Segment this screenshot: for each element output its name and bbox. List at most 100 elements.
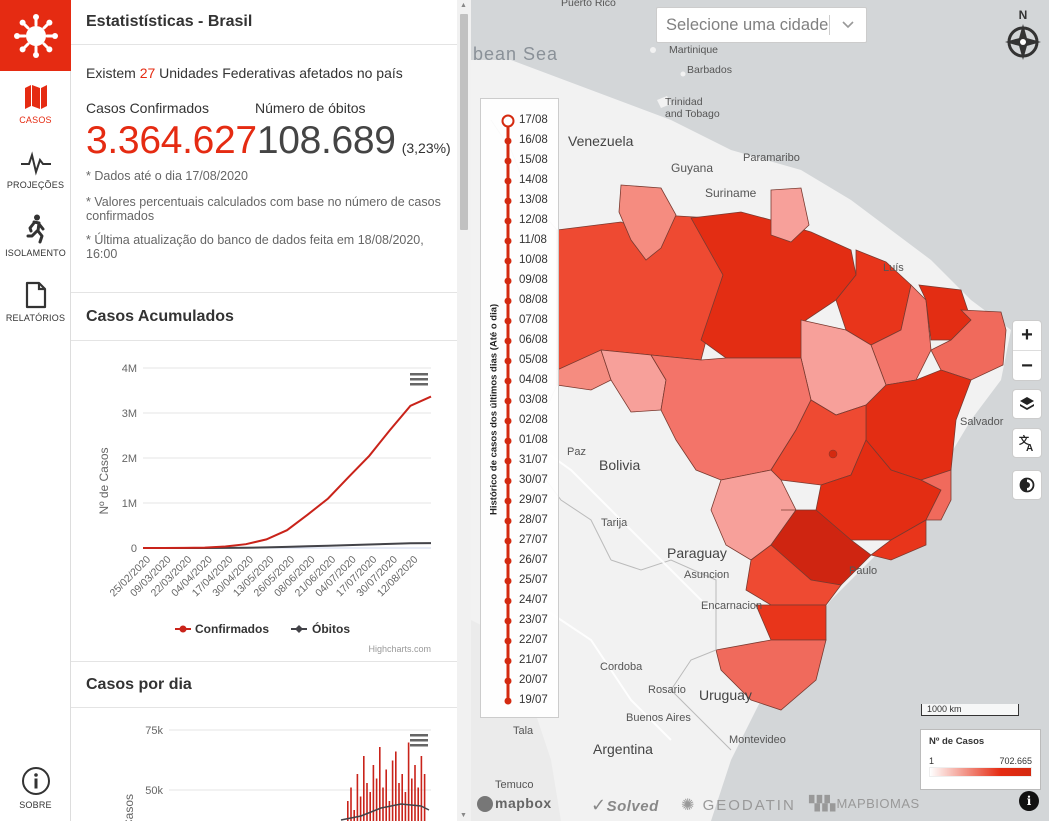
state-rio-grande-do-sul[interactable]: [715, 639, 827, 711]
timeline-date[interactable]: 28/07: [519, 514, 548, 526]
scroll-up-arrow[interactable]: ▲: [460, 2, 467, 9]
timeline-dot[interactable]: [504, 577, 512, 585]
timeline-dot[interactable]: [504, 177, 512, 185]
timeline-dot[interactable]: [504, 557, 512, 565]
timeline-date[interactable]: 31/07: [519, 454, 548, 466]
state-roraima[interactable]: [618, 184, 677, 261]
timeline-date[interactable]: 11/08: [519, 234, 547, 246]
timeline-dot[interactable]: [504, 357, 512, 365]
info-icon[interactable]: i: [1019, 791, 1039, 811]
timeline-date[interactable]: 29/07: [519, 494, 548, 506]
legend-confirmados[interactable]: Confirmados: [175, 622, 269, 636]
timeline-dot[interactable]: [504, 617, 512, 625]
timeline-date[interactable]: 10/08: [519, 254, 548, 266]
state-parana[interactable]: [745, 544, 842, 606]
zoom-in-button[interactable]: +: [1013, 321, 1041, 351]
timeline-date[interactable]: 15/08: [519, 154, 548, 166]
chart-menu-icon[interactable]: [410, 373, 428, 386]
timeline-date[interactable]: 12/08: [519, 214, 548, 226]
timeline-dot[interactable]: [504, 597, 512, 605]
timeline-date[interactable]: 05/08: [519, 354, 548, 366]
timeline-date[interactable]: 09/08: [519, 274, 548, 286]
timeline-date[interactable]: 24/07: [519, 594, 548, 606]
timeline-dot[interactable]: [504, 157, 512, 165]
timeline-date[interactable]: 22/07: [519, 634, 548, 646]
scrollbar-thumb[interactable]: [460, 14, 468, 230]
panel-scrollbar[interactable]: ▲ ▼: [457, 0, 471, 821]
timeline-date[interactable]: 03/08: [519, 394, 548, 406]
timeline-dot[interactable]: [504, 257, 512, 265]
timeline-dot[interactable]: [504, 457, 512, 465]
timeline-date[interactable]: 21/07: [519, 654, 548, 666]
timeline-date[interactable]: 16/08: [519, 134, 548, 146]
timeline-date[interactable]: 27/07: [519, 534, 548, 546]
timeline-date[interactable]: 13/08: [519, 194, 548, 206]
timeline-date[interactable]: 20/07: [519, 674, 548, 686]
timeline-dot[interactable]: [504, 697, 512, 705]
translate-button[interactable]: 文 A: [1012, 428, 1042, 458]
geodatin-logo[interactable]: ✺ GEODATIN: [681, 797, 796, 814]
timeline-dot[interactable]: [504, 377, 512, 385]
timeline-dot[interactable]: [504, 217, 512, 225]
timeline-dot[interactable]: [504, 517, 512, 525]
timeline-date[interactable]: 04/08: [519, 374, 548, 386]
timeline-dot[interactable]: [504, 337, 512, 345]
timeline-date[interactable]: 14/08: [519, 174, 548, 186]
timeline-date[interactable]: 06/08: [519, 334, 548, 346]
map-label-paulo: Paulo: [849, 565, 878, 577]
map-view[interactable]: bean Sea Martinique Barbados Trinidad an…: [471, 0, 1049, 821]
nav-relatorios[interactable]: RELATÓRIOS: [0, 269, 71, 335]
timeline-date[interactable]: 25/07: [519, 574, 548, 586]
scroll-down-arrow[interactable]: ▼: [460, 812, 467, 819]
nav-sobre[interactable]: SOBRE: [0, 755, 71, 821]
timeline-dot[interactable]: [504, 657, 512, 665]
mapbox-logo[interactable]: mapbox: [477, 795, 552, 813]
timeline-dot[interactable]: [504, 297, 512, 305]
timeline-dot[interactable]: [504, 497, 512, 505]
highcharts-credit[interactable]: Highcharts.com: [368, 644, 431, 654]
legend-min: 1: [929, 756, 935, 766]
chevron-down-icon[interactable]: [830, 21, 866, 29]
timeline-dot[interactable]: [504, 417, 512, 425]
timeline-dot[interactable]: [504, 317, 512, 325]
timeline-date[interactable]: 02/08: [519, 414, 548, 426]
timeline-dot[interactable]: [504, 137, 512, 145]
nav-casos[interactable]: CASOS: [0, 71, 71, 137]
state-espirito-santo[interactable]: [919, 469, 952, 521]
timeline-date[interactable]: 19/07: [519, 694, 548, 706]
timeline-date[interactable]: 26/07: [519, 554, 548, 566]
timeline-dot[interactable]: [504, 277, 512, 285]
zoom-out-button[interactable]: −: [1021, 354, 1033, 377]
timeline-date[interactable]: 17/08: [519, 114, 548, 126]
map-canvas[interactable]: [471, 0, 1049, 821]
timeline-date[interactable]: 23/07: [519, 614, 548, 626]
timeline-dot[interactable]: [501, 114, 515, 128]
timeline-dot[interactable]: [504, 237, 512, 245]
chart-menu-icon[interactable]: [410, 734, 428, 747]
timeline-panel[interactable]: Histórico de casos dos últimos dias (Até…: [480, 98, 559, 718]
timeline-dot[interactable]: [504, 437, 512, 445]
mapbiomas-logo[interactable]: ▚▚▚ MAPBIOMAS: [809, 795, 920, 811]
city-select[interactable]: Selecione uma cidade: [656, 7, 867, 43]
timeline-dot[interactable]: [504, 537, 512, 545]
timeline-date[interactable]: 01/08: [519, 434, 548, 446]
timeline-dot[interactable]: [504, 477, 512, 485]
legend-obitos[interactable]: Óbitos: [291, 621, 350, 636]
state-amapa[interactable]: [770, 187, 810, 243]
contrast-button[interactable]: [1012, 470, 1042, 500]
compass-icon[interactable]: N: [1003, 8, 1043, 66]
timeline-dot[interactable]: [504, 677, 512, 685]
solved-logo[interactable]: ✓Solved: [591, 795, 659, 815]
nav-isolamento[interactable]: ISOLAMENTO: [0, 203, 71, 269]
brazil-choropleth[interactable]: [556, 184, 1007, 711]
timeline-date[interactable]: 07/08: [519, 314, 548, 326]
y-tick-label: 2M: [122, 453, 137, 465]
timeline-date[interactable]: 30/07: [519, 474, 548, 486]
timeline-date[interactable]: 08/08: [519, 294, 548, 306]
timeline-dot[interactable]: [504, 637, 512, 645]
layers-button[interactable]: [1012, 389, 1042, 419]
timeline-dot[interactable]: [504, 197, 512, 205]
nav-projecoes[interactable]: PROJEÇÕES: [0, 137, 71, 203]
state-rio-de-janeiro[interactable]: [870, 519, 927, 561]
timeline-dot[interactable]: [504, 397, 512, 405]
